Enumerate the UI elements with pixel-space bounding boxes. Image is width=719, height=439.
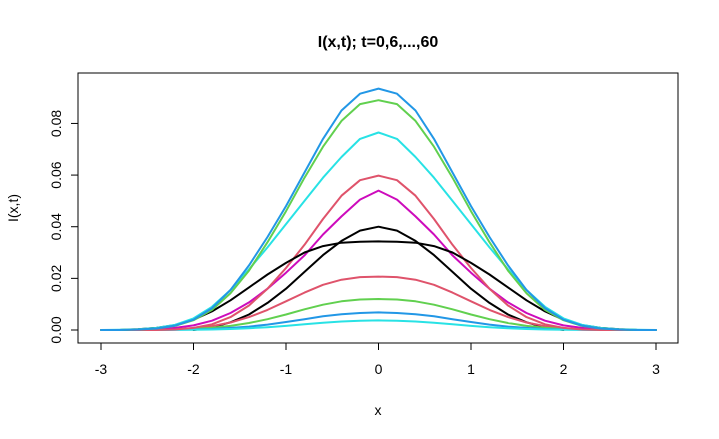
y-tick-label: 0.06 [48, 161, 64, 188]
x-tick-label: 3 [652, 361, 660, 377]
series-line-1 [192, 225, 565, 331]
series-line-10 [100, 99, 657, 331]
y-tick-label: 0.02 [48, 265, 64, 292]
series-line-9 [100, 131, 657, 331]
y-tick-label: 0.00 [48, 316, 64, 343]
x-axis-label: x [375, 402, 382, 418]
series-line-3 [100, 298, 657, 331]
y-axis: 0.00 0.02 0.04 0.06 0.08 [48, 110, 79, 344]
x-tick-label: -2 [187, 361, 200, 377]
series-line-6 [100, 189, 657, 331]
y-tick-label: 0.08 [48, 110, 64, 137]
plot-box [77, 72, 679, 344]
x-axis: -3 -2 -1 0 1 2 3 [95, 342, 660, 377]
series-layer [100, 87, 657, 331]
x-tick-label: 2 [560, 361, 568, 377]
x-tick-label: -1 [280, 361, 293, 377]
y-axis-label: I(x,t) [5, 194, 21, 222]
x-tick-label: 0 [375, 361, 383, 377]
y-tick-label: 0.04 [48, 213, 64, 240]
series-line-11 [100, 87, 657, 331]
chart-title: I(x,t); t=0,6,...,60 [318, 34, 439, 51]
series-line-5 [100, 319, 657, 331]
x-tick-label: 1 [467, 361, 475, 377]
series-line-7 [100, 174, 657, 331]
x-tick-label: -3 [95, 361, 108, 377]
